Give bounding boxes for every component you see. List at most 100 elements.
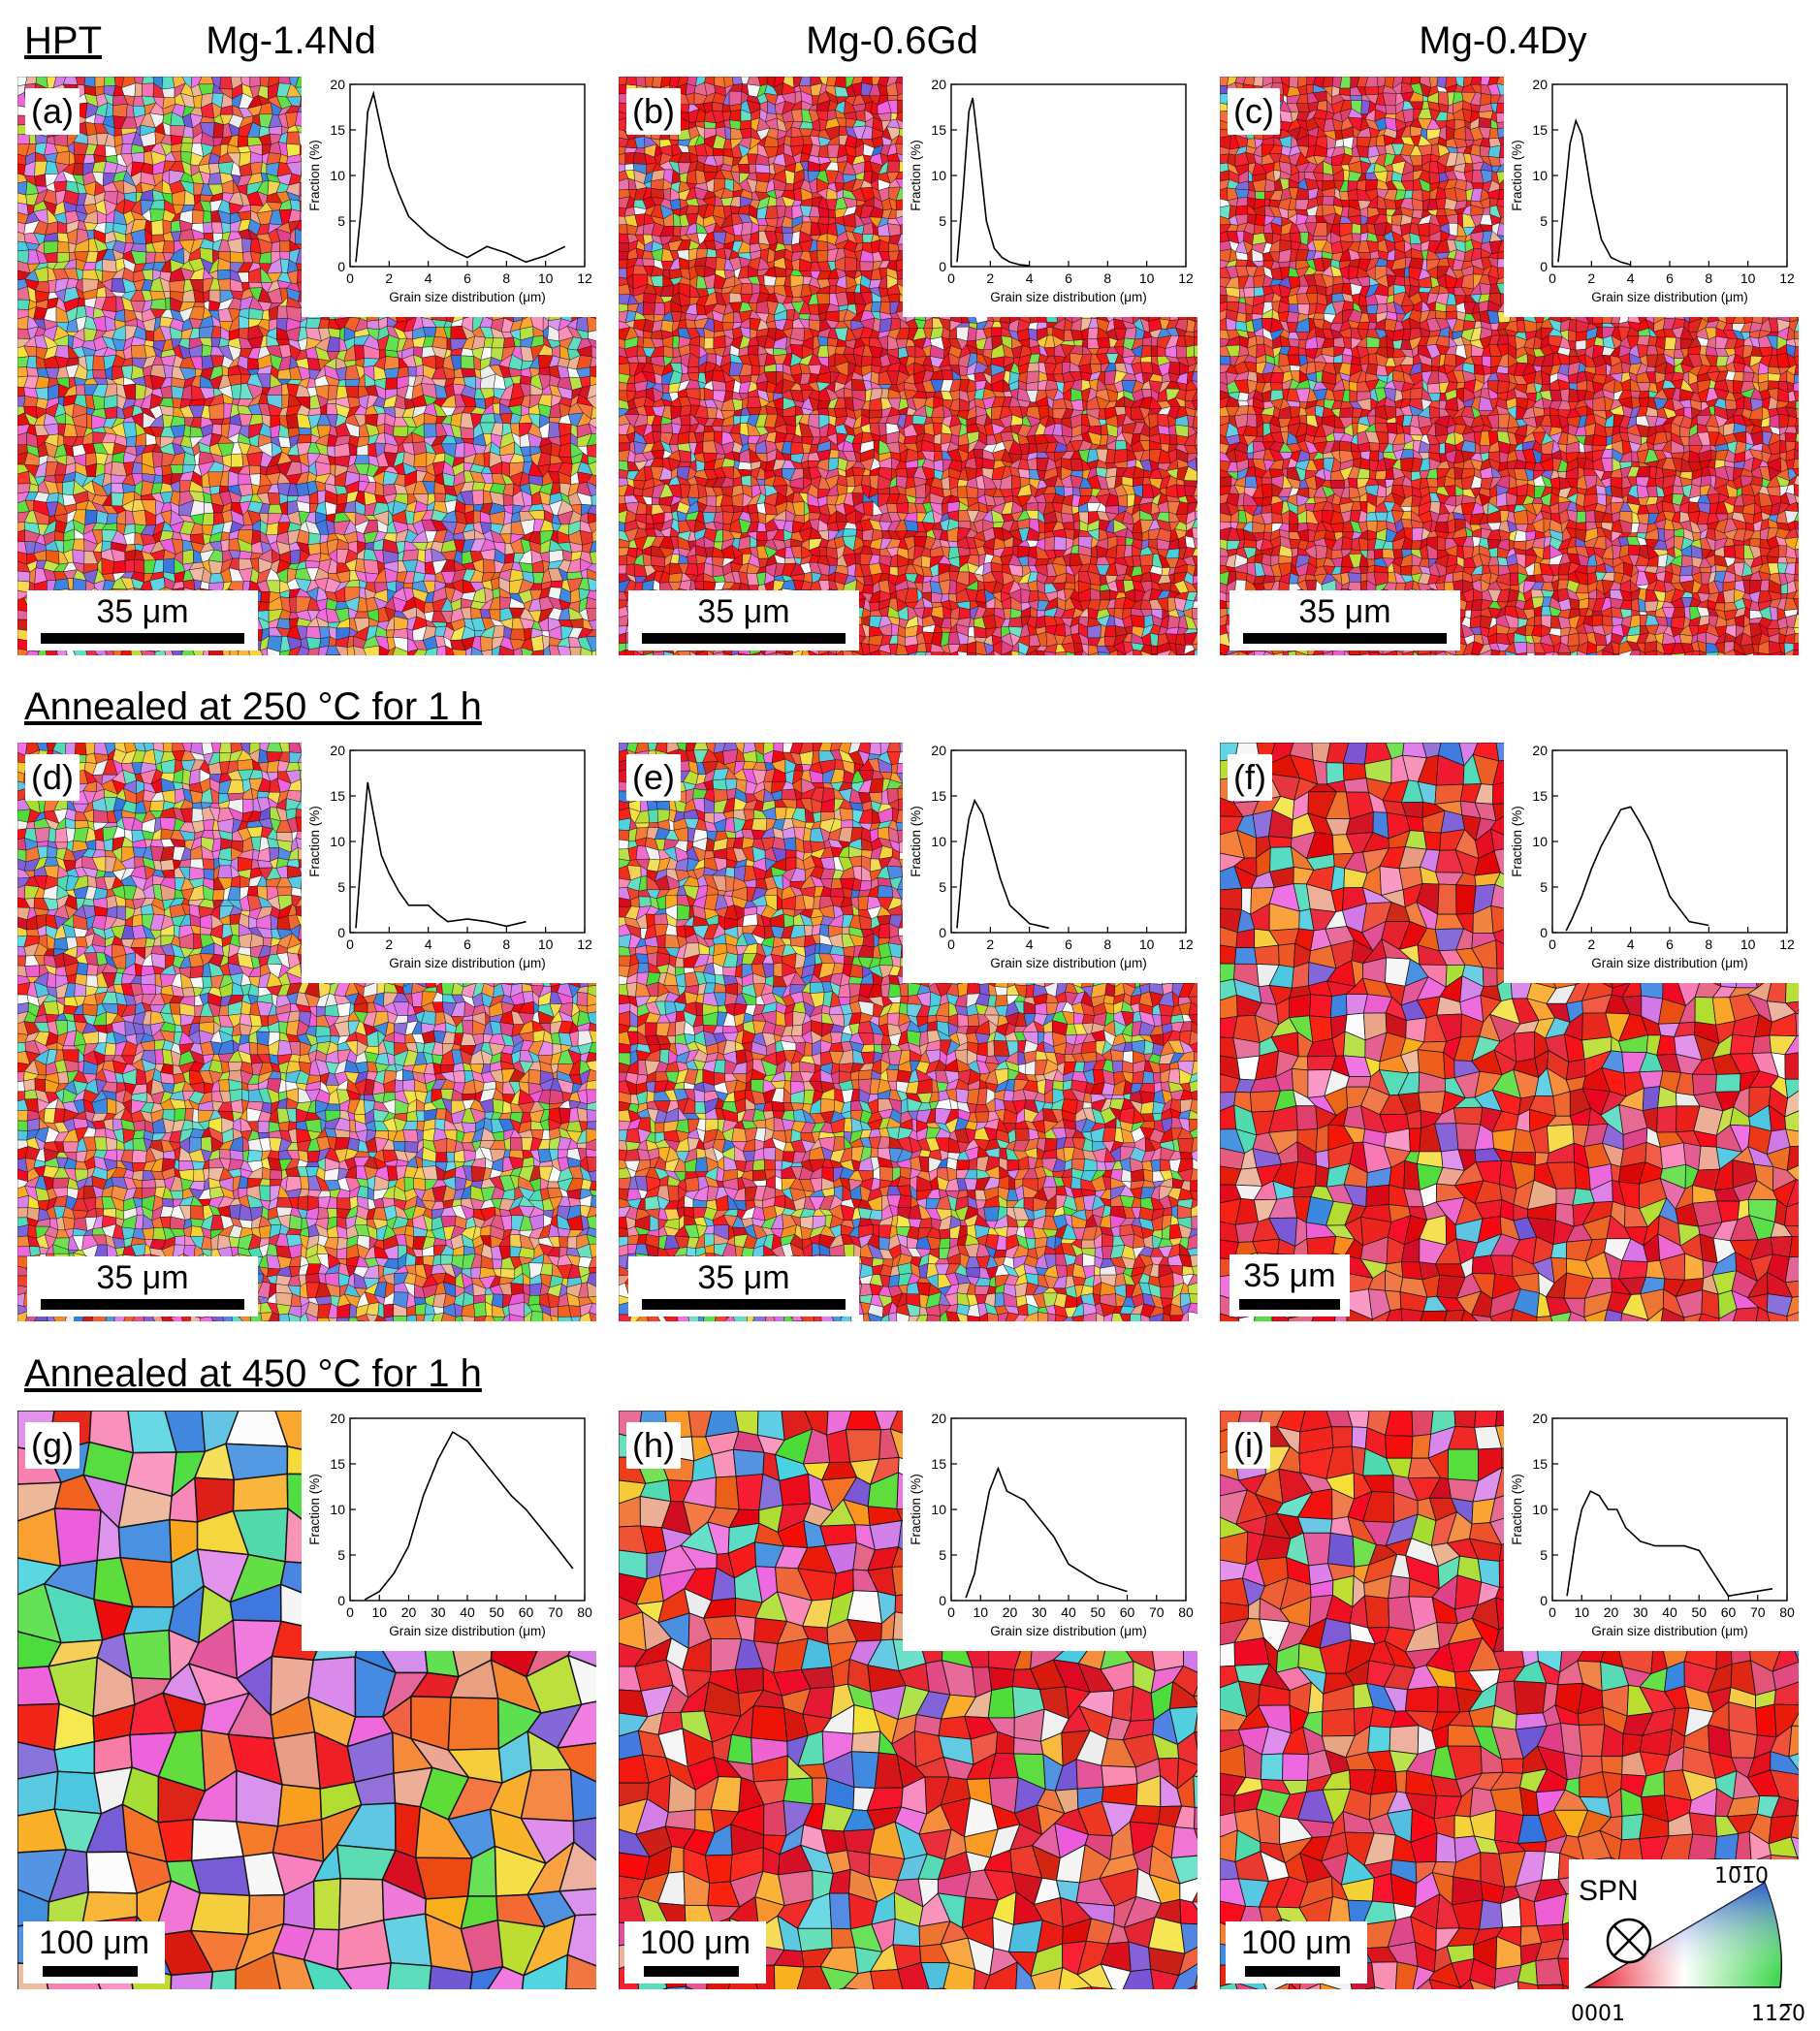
y-tick-label: 20 xyxy=(330,743,345,758)
x-tick-label: 12 xyxy=(1779,270,1795,286)
y-axis-label: Fraction (%) xyxy=(909,140,923,211)
plot-frame xyxy=(1552,84,1787,267)
x-tick-label: 40 xyxy=(460,1604,475,1620)
x-tick-label: 40 xyxy=(1061,1604,1076,1620)
x-tick-label: 4 xyxy=(1026,270,1034,286)
x-tick-label: 2 xyxy=(986,270,994,286)
x-tick-label: 0 xyxy=(346,936,354,952)
y-axis-label: Fraction (%) xyxy=(909,1474,923,1545)
y-tick-label: 5 xyxy=(1540,213,1548,229)
x-tick-label: 12 xyxy=(577,270,592,286)
y-tick-label: 20 xyxy=(1532,743,1548,758)
scale-bar-label: 100 μm xyxy=(1226,1923,1367,1962)
plot-frame xyxy=(350,750,585,933)
x-axis-label: Grain size distribution (μm) xyxy=(990,956,1147,970)
scale-bar: 35 μm xyxy=(628,1256,859,1317)
heading-annealed-250: Annealed at 250 °C for 1 h xyxy=(24,687,482,726)
x-tick-label: 8 xyxy=(1705,270,1712,286)
y-tick-label: 20 xyxy=(1532,77,1548,92)
x-tick-label: 70 xyxy=(1149,1604,1165,1620)
plot-frame xyxy=(1552,750,1787,933)
y-axis-label: Fraction (%) xyxy=(307,140,322,211)
y-tick-label: 10 xyxy=(1532,168,1548,183)
y-axis-label: Fraction (%) xyxy=(909,806,923,877)
scale-bar-label: 35 μm xyxy=(27,592,258,631)
x-tick-label: 30 xyxy=(1633,1604,1648,1620)
ipf-corner-top: 10̅1̅0 xyxy=(1714,1864,1769,1888)
x-tick-label: 50 xyxy=(489,1604,504,1620)
scale-bar-label: 35 μm xyxy=(27,1258,258,1297)
y-tick-label: 10 xyxy=(1532,1502,1548,1517)
scale-bar: 35 μm xyxy=(27,1256,258,1317)
x-tick-label: 12 xyxy=(1178,936,1194,952)
y-tick-label: 10 xyxy=(330,168,345,183)
x-tick-label: 10 xyxy=(538,270,554,286)
x-tick-label: 60 xyxy=(1721,1604,1737,1620)
x-tick-label: 4 xyxy=(1627,270,1635,286)
x-tick-label: 10 xyxy=(1740,270,1756,286)
y-tick-label: 5 xyxy=(1540,879,1548,895)
x-tick-label: 2 xyxy=(1587,936,1595,952)
panel-label: (e) xyxy=(626,754,681,801)
x-tick-label: 8 xyxy=(1103,936,1111,952)
panel-label: (f) xyxy=(1228,754,1272,801)
ipf-corner-bottom-left: 0001 xyxy=(1571,2002,1625,2026)
panel-label: (d) xyxy=(25,754,80,801)
x-tick-label: 12 xyxy=(577,936,592,952)
y-tick-label: 10 xyxy=(1532,834,1548,849)
x-tick-label: 10 xyxy=(973,1604,988,1620)
x-axis-label: Grain size distribution (μm) xyxy=(389,1624,546,1638)
y-tick-label: 20 xyxy=(931,77,946,92)
x-tick-label: 2 xyxy=(1587,270,1595,286)
scale-bar: 35 μm xyxy=(1229,1254,1350,1317)
y-tick-label: 0 xyxy=(1540,925,1548,940)
scale-bar: 100 μm xyxy=(624,1921,766,1983)
plot-frame xyxy=(951,84,1186,267)
x-tick-label: 80 xyxy=(1178,1604,1194,1620)
x-tick-label: 10 xyxy=(371,1604,387,1620)
y-tick-label: 15 xyxy=(931,122,946,138)
scale-bar-label: 35 μm xyxy=(628,1258,859,1297)
y-tick-label: 10 xyxy=(330,834,345,849)
y-tick-label: 15 xyxy=(931,788,946,804)
x-axis-label: Grain size distribution (μm) xyxy=(990,290,1147,304)
y-tick-label: 10 xyxy=(931,168,946,183)
panel-label: (g) xyxy=(25,1422,80,1469)
panel-label: (a) xyxy=(25,88,80,135)
plot-frame xyxy=(350,84,585,267)
x-tick-label: 50 xyxy=(1691,1604,1707,1620)
x-tick-label: 4 xyxy=(1026,936,1034,952)
y-tick-label: 10 xyxy=(330,1502,345,1517)
column-header-gd: Mg-0.6Gd xyxy=(747,21,1038,60)
y-tick-label: 5 xyxy=(337,879,345,895)
x-tick-label: 0 xyxy=(947,1604,955,1620)
x-tick-label: 2 xyxy=(986,936,994,952)
x-axis-label: Grain size distribution (μm) xyxy=(990,1624,1147,1638)
x-tick-label: 80 xyxy=(1779,1604,1795,1620)
heading-annealed-450: Annealed at 450 °C for 1 h xyxy=(24,1354,482,1393)
scale-bar-label: 35 μm xyxy=(628,592,859,631)
y-tick-label: 10 xyxy=(931,834,946,849)
x-tick-label: 10 xyxy=(1139,270,1155,286)
x-tick-label: 6 xyxy=(1666,270,1674,286)
x-axis-label: Grain size distribution (μm) xyxy=(389,290,546,304)
column-header-nd: Mg-1.4Nd xyxy=(145,21,436,60)
x-tick-label: 20 xyxy=(401,1604,417,1620)
x-tick-label: 10 xyxy=(538,936,554,952)
heading-hpt: HPT xyxy=(24,21,102,60)
y-tick-label: 5 xyxy=(939,213,946,229)
